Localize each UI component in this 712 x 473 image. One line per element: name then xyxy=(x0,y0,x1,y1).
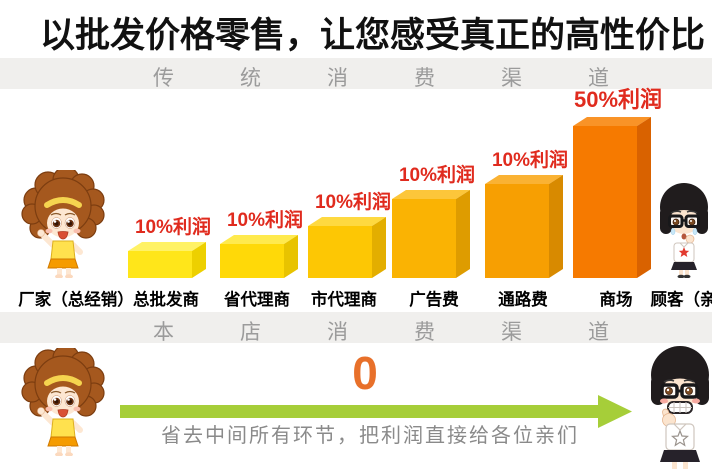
green-arrow-icon xyxy=(120,395,632,428)
bar-profit-label: 10%利润 xyxy=(226,210,304,231)
stage-label-广告费: 广告费 xyxy=(409,291,459,309)
bar-广告费 xyxy=(392,190,470,278)
store-channel-header-label: 本店消费渠道 xyxy=(153,321,675,344)
bar-商场 xyxy=(573,117,651,278)
bar-总批发商 xyxy=(128,242,206,278)
traditional-channel-header-label: 传统消费渠道 xyxy=(153,67,675,90)
title-row: 以批发价格零售，让您感受真正的高性价比 xyxy=(0,0,712,58)
curly-girl-mascot-icon xyxy=(21,348,105,456)
bar-市代理商 xyxy=(308,217,386,278)
bob-girl-grinning-mascot-icon xyxy=(651,346,709,469)
stage-label-厂家（总经销）: 厂家（总经销） xyxy=(18,291,134,309)
bottom-caption: 省去中间所有环节，把利润直接给各位亲们 xyxy=(161,425,579,447)
curly-girl-mascot-icon xyxy=(21,170,105,278)
bar-通路费 xyxy=(485,175,563,278)
profit-bar-chart: 10%利润 10%利润 10%利润 10%利润 10%利润 50%利润 xyxy=(0,87,712,278)
bob-girl-crying-mascot-icon xyxy=(660,183,708,278)
bars-layer: 10%利润 10%利润 10%利润 10%利润 10%利润 50%利润 xyxy=(0,87,712,278)
bar-profit-label: 50%利润 xyxy=(573,87,663,112)
store-channel-section: 0 省去中间所有环节，把利润直接给各位亲们 xyxy=(0,343,712,473)
zero-markup-figure: 0 xyxy=(352,347,378,399)
bar-profit-label: 10%利润 xyxy=(134,217,212,238)
stage-label-总批发商: 总批发商 xyxy=(133,291,199,309)
bar-profit-label: 10%利润 xyxy=(314,192,392,213)
stage-label-省代理商: 省代理商 xyxy=(224,291,290,309)
bar-profit-label: 10%利润 xyxy=(491,150,569,171)
stage-label-市代理商: 市代理商 xyxy=(311,291,377,309)
stage-label-通路费: 通路费 xyxy=(498,291,548,309)
store-channel-header: 本店消费渠道 xyxy=(0,312,712,344)
bar-省代理商 xyxy=(220,235,298,278)
page-title: 以批发价格零售，让您感受真正的高性价比 xyxy=(40,16,706,55)
stage-label-商场: 商场 xyxy=(599,291,633,309)
traditional-channel-header: 传统消费渠道 xyxy=(0,58,712,90)
stage-label-顾客（亲们）: 顾客（亲们） xyxy=(650,291,712,309)
bar-profit-label: 10%利润 xyxy=(398,165,476,186)
